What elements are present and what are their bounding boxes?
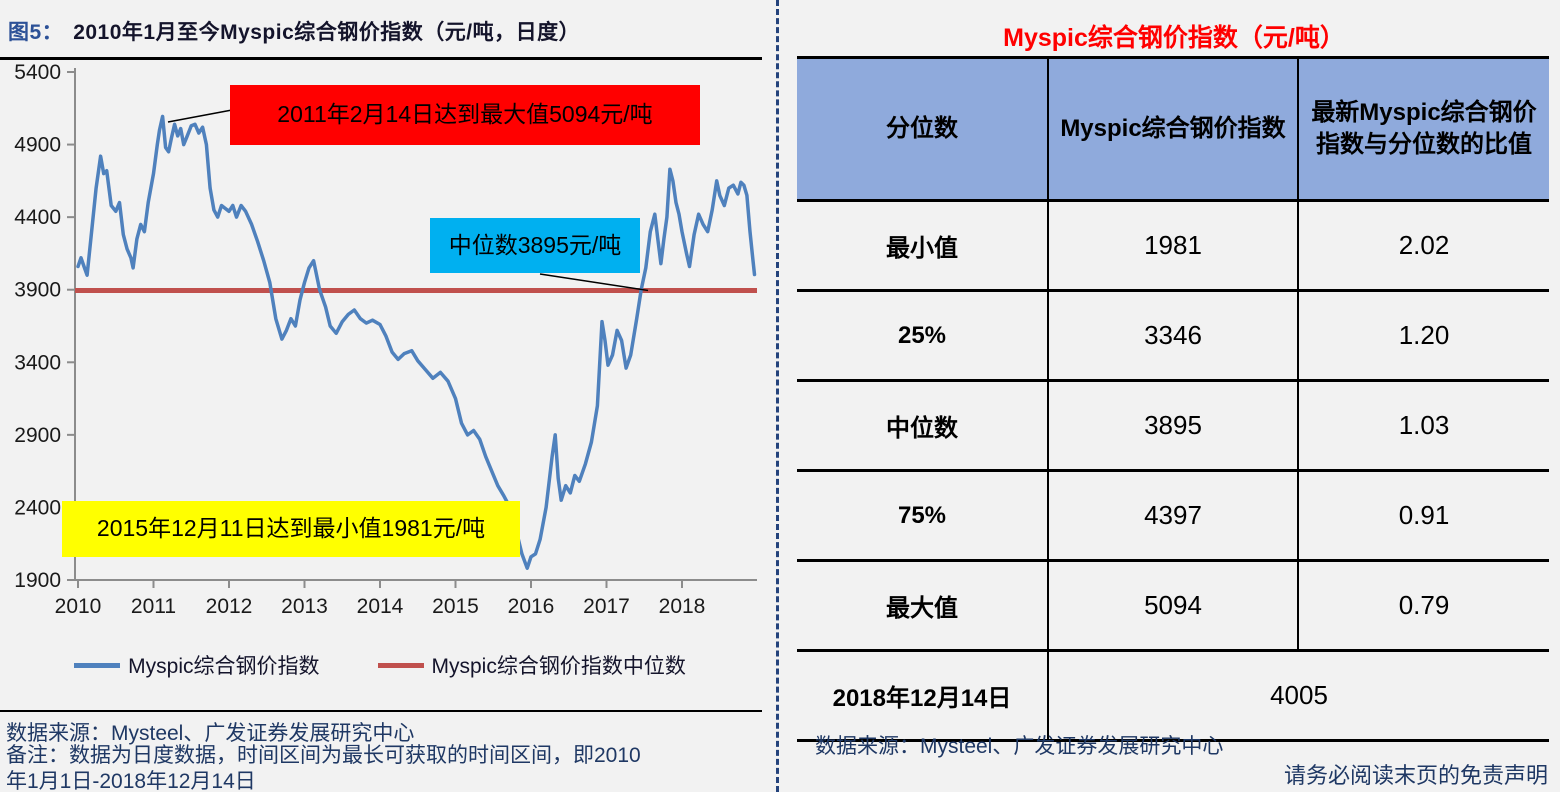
svg-text:2013: 2013 — [281, 595, 328, 618]
svg-text:4400: 4400 — [14, 206, 61, 229]
row-index-value: 3346 — [1047, 290, 1298, 382]
row-index-value: 1981 — [1047, 200, 1298, 292]
row-ratio: 1.20 — [1297, 290, 1549, 382]
row-index-value: 4397 — [1047, 470, 1298, 562]
table-row: 75% 4397 0.91 — [797, 470, 1549, 562]
legend-item-median: Myspic综合钢价指数中位数 — [377, 650, 686, 680]
legend-line-sample-red — [377, 662, 424, 668]
row-ratio: 1.03 — [1297, 380, 1549, 472]
row-index-value: 5094 — [1047, 560, 1298, 652]
row-label: 75% — [797, 470, 1048, 562]
svg-text:2015: 2015 — [432, 595, 479, 618]
latest-index-value: 4005 — [1047, 650, 1549, 742]
footer-divider-rule — [0, 710, 762, 712]
table-header-row: 分位数 Myspic综合钢价指数 最新Myspic综合钢价指数与分位数的比值 — [797, 56, 1549, 202]
title-divider-rule — [0, 57, 762, 60]
svg-text:1900: 1900 — [14, 569, 61, 592]
panel-divider-dashed-line — [776, 0, 779, 792]
svg-text:2400: 2400 — [14, 496, 61, 519]
latest-date-label: 2018年12月14日 — [797, 650, 1048, 742]
svg-text:2018: 2018 — [659, 595, 706, 618]
table-title: Myspic综合钢价指数（元/吨） — [1003, 24, 1345, 52]
figure-title-text: 2010年1月至今Myspic综合钢价指数（元/吨，日度） — [73, 21, 581, 44]
figure-title: 图5： 2010年1月至今Myspic综合钢价指数（元/吨，日度） — [8, 16, 768, 46]
row-label: 中位数 — [797, 380, 1048, 472]
row-index-value: 3895 — [1047, 380, 1298, 472]
disclaimer-text: 请务必阅读末页的免责声明 — [1283, 763, 1548, 788]
svg-text:2017: 2017 — [583, 595, 630, 618]
svg-text:2014: 2014 — [357, 595, 404, 618]
table-row: 最大值 5094 0.79 — [797, 560, 1549, 652]
header-index-value: Myspic综合钢价指数 — [1047, 56, 1298, 202]
header-ratio: 最新Myspic综合钢价指数与分位数的比值 — [1297, 56, 1549, 202]
row-ratio: 0.91 — [1297, 470, 1549, 562]
row-label: 25% — [797, 290, 1048, 382]
table-footer-row: 2018年12月14日 4005 — [797, 650, 1549, 742]
legend-item-index: Myspic综合钢价指数 — [74, 650, 320, 680]
quantile-stats-table: 分位数 Myspic综合钢价指数 最新Myspic综合钢价指数与分位数的比值 最… — [797, 56, 1549, 742]
row-ratio: 2.02 — [1297, 200, 1549, 292]
annotation-max-value: 2011年2月14日达到最大值5094元/吨 — [230, 85, 700, 145]
table-row: 25% 3346 1.20 — [797, 290, 1549, 382]
svg-text:3900: 3900 — [14, 279, 61, 302]
table-row: 最小值 1981 2.02 — [797, 200, 1549, 292]
legend-label-median: Myspic综合钢价指数中位数 — [431, 655, 686, 678]
left-note: 备注：数据为日度数据，时间区间为最长可获取的时间区间，即2010年1月1日-20… — [6, 744, 641, 792]
table-row: 中位数 3895 1.03 — [797, 380, 1549, 472]
svg-text:2016: 2016 — [508, 595, 555, 618]
svg-text:3400: 3400 — [14, 351, 61, 374]
svg-text:5400: 5400 — [14, 61, 61, 84]
steel-price-line-chart: 5400 4900 4400 3900 3400 2900 2400 1900 2010 2011… — [14, 61, 757, 618]
svg-text:4900: 4900 — [14, 134, 61, 157]
figure-number-label: 图5： — [8, 21, 64, 44]
svg-text:2010: 2010 — [55, 595, 102, 618]
svg-text:2011: 2011 — [131, 595, 176, 618]
right-data-source: 数据来源：Mysteel、广发证券发展研究中心 — [815, 735, 1224, 758]
chart-legend: Myspic综合钢价指数 Myspic综合钢价指数中位数 — [0, 650, 760, 680]
legend-label-index: Myspic综合钢价指数 — [128, 655, 320, 678]
left-data-source: 数据来源：Mysteel、广发证券发展研究中心 — [6, 722, 415, 745]
legend-line-sample-blue — [74, 662, 121, 668]
row-ratio: 0.79 — [1297, 560, 1549, 652]
svg-text:2900: 2900 — [14, 424, 61, 447]
row-label: 最小值 — [797, 200, 1048, 292]
row-label: 最大值 — [797, 560, 1048, 652]
annotation-median-value: 中位数3895元/吨 — [430, 218, 640, 273]
svg-text:2012: 2012 — [206, 595, 253, 618]
annotation-min-value: 2015年12月11日达到最小值1981元/吨 — [62, 501, 520, 557]
header-quantile: 分位数 — [797, 56, 1048, 202]
